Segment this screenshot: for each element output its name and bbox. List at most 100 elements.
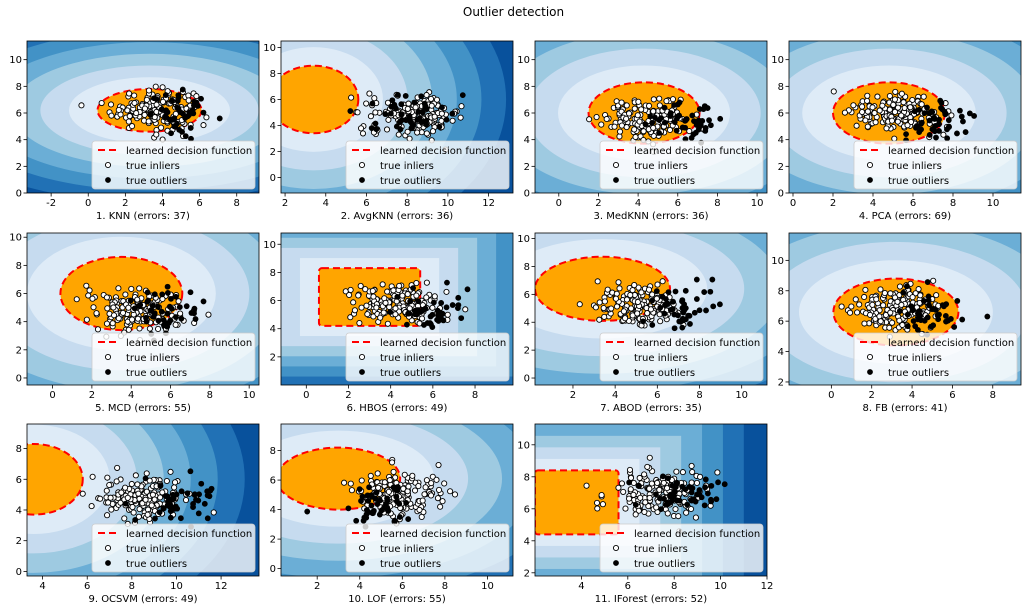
- inlier-point: [688, 462, 695, 470]
- inlier-point: [881, 290, 888, 297]
- subplot-2: 2 4 6 8 10 12 0 2 4 6 8 10 2. AvgKNN (errors: 36) lea…: [263, 40, 514, 222]
- inlier-point: [423, 279, 430, 286]
- outlier-point: [421, 100, 428, 107]
- inlier-point: [451, 491, 459, 498]
- inlier-point: [78, 102, 85, 109]
- inlier-point: [105, 499, 112, 506]
- inlier-point: [406, 135, 413, 142]
- y-tick-label: 8: [16, 444, 22, 455]
- inlier-point: [647, 306, 654, 313]
- outlier-point: [682, 124, 688, 131]
- inlier-point: [379, 281, 386, 288]
- inlier-point: [134, 481, 141, 488]
- inlier-point: [418, 513, 425, 520]
- outlier-point: [679, 483, 686, 490]
- outlier-point: [150, 313, 157, 320]
- outlier-point: [688, 134, 695, 141]
- inlier-point: [210, 509, 217, 516]
- outlier-point: [721, 481, 728, 488]
- outlier-point: [934, 312, 941, 319]
- outlier-point: [671, 325, 678, 332]
- inlier-point: [200, 122, 207, 129]
- outlier-point: [661, 119, 668, 126]
- outlier-point: [971, 113, 977, 119]
- x-tick-label: 4: [635, 198, 641, 209]
- inlier-point: [115, 106, 122, 113]
- inlier-point: [98, 99, 105, 107]
- inlier-point: [891, 135, 898, 142]
- outlier-point: [924, 279, 931, 285]
- outlier-point: [192, 316, 199, 322]
- inlier-point: [128, 316, 136, 323]
- inlier-point: [383, 126, 391, 133]
- y-tick-label: 2: [270, 535, 276, 546]
- inlier-point: [185, 97, 192, 104]
- outlier-point: [958, 113, 965, 120]
- outlier-point: [407, 298, 414, 305]
- x-tick-label: 8: [696, 390, 702, 401]
- outlier-point: [176, 304, 183, 310]
- outlier-point: [394, 498, 400, 505]
- legend: learned decision function true inliers tru…: [345, 332, 510, 382]
- inlier-point: [431, 293, 438, 300]
- legend-inlier-marker: [612, 161, 620, 169]
- inlier-point: [616, 133, 623, 140]
- outlier-point: [653, 288, 660, 294]
- inlier-point: [898, 112, 905, 119]
- inlier-point: [390, 468, 397, 475]
- outlier-point: [665, 475, 671, 482]
- inlier-point: [348, 487, 355, 494]
- inlier-point: [650, 108, 657, 115]
- legend-outlier-marker: [867, 177, 873, 183]
- legend-label: learned decision function: [634, 146, 760, 157]
- x-tick-label: 2: [89, 390, 95, 401]
- inlier-point: [86, 287, 93, 294]
- x-tick-label: 4: [387, 390, 393, 401]
- inlier-point: [359, 130, 367, 137]
- inlier-point: [132, 472, 139, 479]
- y-tick-label: 10: [9, 233, 22, 244]
- inlier-point: [449, 117, 456, 124]
- inlier-point: [126, 90, 133, 97]
- inlier-point: [367, 113, 374, 120]
- outlier-point: [960, 118, 966, 125]
- outlier-point: [178, 315, 185, 322]
- axes-frame: [280, 423, 514, 577]
- inlier-point: [886, 324, 893, 331]
- subplot-4: 0 2 4 6 8 10 0 2 4 6 8 10 4. PCA (errors: 69) learned…: [771, 40, 1022, 222]
- inlier-point: [427, 95, 435, 102]
- inlier-point: [626, 495, 633, 502]
- legend-label: true outliers: [888, 368, 949, 379]
- inlier-point: [948, 112, 955, 119]
- inlier-point: [134, 315, 142, 322]
- outlier-point: [187, 468, 194, 475]
- outlier-point: [167, 500, 173, 507]
- inlier-point: [144, 511, 151, 518]
- inlier-point: [429, 128, 436, 135]
- outlier-point: [152, 515, 158, 522]
- legend-label: true inliers: [888, 161, 942, 172]
- inlier-point: [104, 512, 111, 519]
- outlier-point: [653, 491, 659, 498]
- inlier-point: [628, 305, 635, 312]
- x-tick-label: 12: [482, 198, 495, 209]
- legend-label: learned decision function: [888, 146, 1014, 157]
- outlier-point: [689, 112, 696, 119]
- legend-inlier-marker: [358, 161, 366, 169]
- outlier-point: [449, 110, 456, 117]
- outlier-point: [437, 309, 444, 316]
- inlier-point: [355, 292, 362, 299]
- inlier-point: [847, 309, 854, 316]
- inlier-point: [404, 128, 411, 135]
- inlier-point: [128, 480, 135, 488]
- inlier-point: [143, 488, 150, 495]
- inlier-point: [648, 480, 655, 487]
- inlier-point: [861, 293, 868, 301]
- inlier-point: [90, 304, 97, 311]
- outlier-point: [184, 490, 191, 497]
- legend-outlier-marker: [359, 560, 365, 566]
- legend-label: true outliers: [634, 368, 695, 379]
- outlier-point: [649, 119, 656, 126]
- inlier-point: [158, 124, 165, 131]
- inlier-point: [862, 117, 869, 124]
